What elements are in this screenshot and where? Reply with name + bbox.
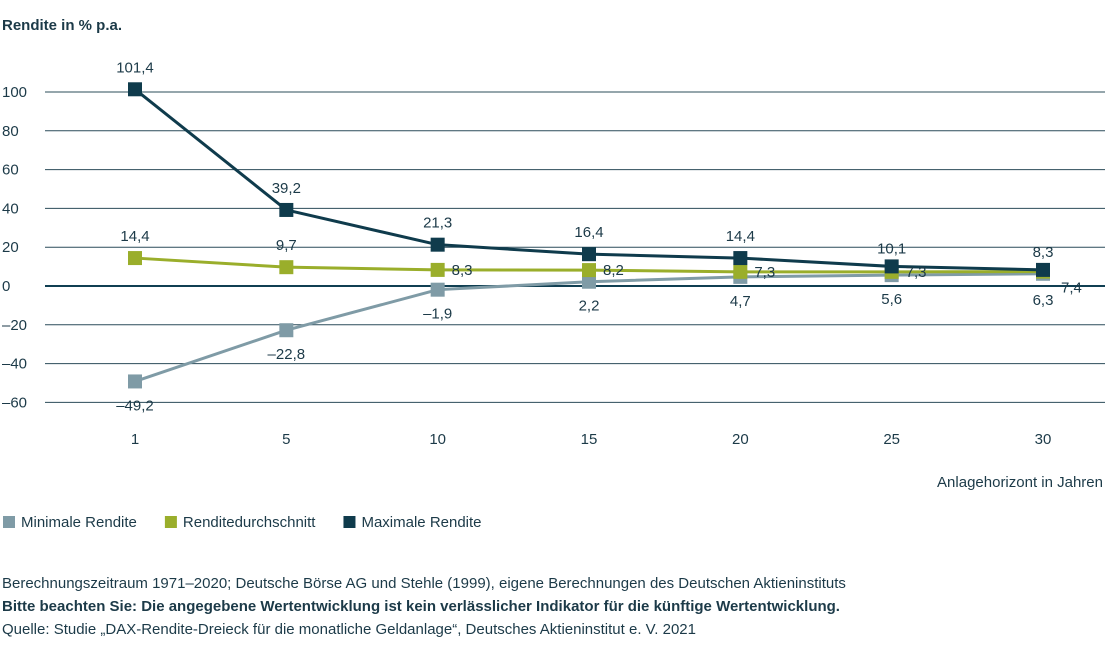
data-label-minimale-rendite: 6,3 (1033, 292, 1054, 309)
y-axis-ticks: 100 80 60 40 20 0 –20 –40 –60 (2, 84, 27, 411)
data-label-minimale-rendite: –49,2 (116, 397, 154, 414)
marker-maximale-rendite (430, 237, 445, 252)
gridlines (45, 91, 1105, 403)
data-label-minimale-rendite: –1,9 (423, 306, 452, 323)
marker-renditedurchschnitt (430, 262, 445, 277)
data-labels: –49,2 –22,8 –1,9 2,2 4,7 5,6 6,3 14,4 9,7 8,3 8,2 7… (116, 59, 1082, 414)
marker-renditedurchschnitt (128, 251, 142, 266)
marker-renditedurchschnitt (733, 264, 748, 279)
x-tick-label: 15 (581, 431, 598, 448)
y-tick-label: –60 (2, 394, 27, 411)
marker-minimale-rendite (582, 274, 596, 289)
data-label-renditedurchschnitt: 8,2 (603, 262, 624, 279)
x-tick-label: 10 (429, 431, 446, 448)
x-tick-label: 30 (1035, 431, 1052, 448)
y-tick-label: 20 (2, 239, 19, 256)
data-label-renditedurchschnitt: 8,3 (452, 262, 473, 279)
legend-label-renditedurchschnitt: Renditedurchschnitt (183, 514, 316, 531)
marker-minimale-rendite (279, 323, 294, 338)
marker-maximale-rendite (582, 247, 596, 262)
data-label-minimale-rendite: 2,2 (579, 298, 600, 315)
chart-svg: Rendite in % p.a. 100806040200–20–40–60 … (2, 17, 1105, 531)
series-layer (128, 82, 1050, 389)
data-label-maximale-rendite: 101,4 (116, 59, 154, 76)
y-tick-label: –40 (2, 356, 27, 373)
marker-maximale-rendite (128, 82, 142, 97)
data-label-renditedurchschnitt: 7,3 (754, 264, 775, 281)
y-tick-label: 60 (2, 162, 19, 179)
data-label-maximale-rendite: 8,3 (1033, 244, 1054, 261)
data-label-minimale-rendite: 4,7 (730, 293, 751, 310)
y-tick-label: 100 (2, 84, 27, 101)
y-tick-label: 0 (2, 278, 10, 295)
x-axis-ticks: 1 5 10 15 20 25 30 (131, 431, 1052, 448)
data-label-renditedurchschnitt: 7,3 (906, 264, 927, 281)
data-label-renditedurchschnitt: 14,4 (120, 228, 149, 245)
marker-renditedurchschnitt (279, 260, 294, 275)
footnote-calculation-period: Berechnungszeitraum 1971–2020; Deutsche … (2, 575, 846, 592)
data-label-maximale-rendite: 16,4 (574, 224, 603, 241)
marker-minimale-rendite (128, 374, 142, 389)
footnote-source: Quelle: Studie „DAX-Rendite-Dreieck für … (2, 621, 696, 638)
footnote-disclaimer: Bitte beachten Sie: Die angegebene Werte… (2, 598, 840, 615)
data-label-maximale-rendite: 14,4 (726, 228, 755, 245)
y-tick-label: 80 (2, 123, 19, 140)
marker-maximale-rendite (733, 251, 748, 266)
marker-maximale-rendite (884, 259, 899, 274)
data-label-minimale-rendite: 5,6 (881, 291, 902, 308)
data-label-renditedurchschnitt: 9,7 (276, 237, 297, 254)
legend-swatch-minimale-rendite (3, 516, 15, 528)
legend-swatch-renditedurchschnitt (164, 516, 177, 528)
data-label-renditedurchschnitt: 7,4 (1061, 280, 1082, 297)
x-tick-label: 5 (282, 431, 290, 448)
marker-maximale-rendite (1036, 262, 1050, 277)
data-label-maximale-rendite: 39,2 (272, 180, 301, 197)
legend-label-minimale-rendite: Minimale Rendite (21, 514, 137, 531)
marker-maximale-rendite (279, 202, 294, 217)
legend: Minimale Rendite Renditedurchschnitt Maxim… (3, 514, 482, 531)
y-tick-label: –20 (2, 317, 27, 334)
data-label-maximale-rendite: 10,1 (877, 240, 906, 257)
x-tick-label: 25 (883, 431, 900, 448)
x-axis-title: Anlagehorizont in Jahren (937, 474, 1103, 491)
data-label-maximale-rendite: 21,3 (423, 215, 452, 232)
data-label-minimale-rendite: –22,8 (268, 346, 306, 363)
y-tick-label: 40 (2, 200, 19, 217)
marker-minimale-rendite (430, 282, 445, 297)
x-tick-label: 1 (131, 431, 139, 448)
legend-label-maximale-rendite: Maximale Rendite (361, 514, 481, 531)
series-line-minimale-rendite (134, 272, 1044, 383)
legend-swatch-maximale-rendite (343, 516, 356, 528)
x-tick-label: 20 (732, 431, 749, 448)
marker-renditedurchschnitt (582, 263, 596, 278)
y-axis-title: Rendite in % p.a. (2, 17, 122, 34)
